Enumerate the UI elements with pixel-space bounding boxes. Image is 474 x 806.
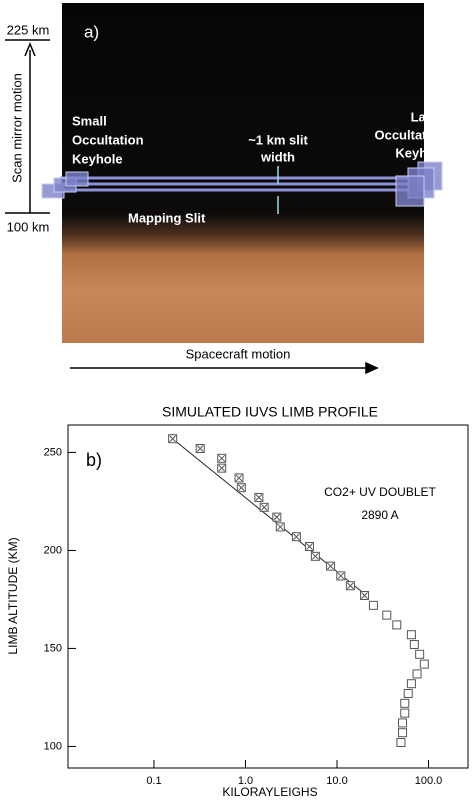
y-tick-label: 250 (44, 446, 62, 458)
point (326, 561, 336, 571)
point (304, 542, 314, 552)
point (345, 581, 355, 591)
point (406, 679, 416, 689)
scan-axis-label: Scan mirror motion (9, 73, 24, 183)
point (415, 649, 425, 659)
y-tick-label: 200 (44, 544, 62, 556)
slits (60, 176, 410, 192)
point (254, 493, 264, 503)
point (419, 659, 429, 669)
point (168, 434, 178, 444)
point (382, 610, 392, 620)
point (217, 453, 227, 463)
scale: 225 km 100 km Scan mirror motion Spacecr… (7, 22, 291, 361)
y-tick-label: 150 (44, 642, 62, 654)
point (398, 728, 408, 738)
x-tick-label: 0.1 (146, 775, 161, 787)
panel-label: a) (84, 22, 99, 41)
point (291, 532, 301, 542)
point (398, 718, 408, 728)
point (360, 591, 370, 601)
scale-lines (5, 39, 379, 375)
point (400, 698, 410, 708)
point (217, 463, 227, 473)
point (412, 669, 422, 679)
small-keyhole-label: Occultation (72, 132, 144, 147)
annotation: CO2+ UV DOUBLET (324, 485, 436, 499)
point (236, 483, 246, 493)
point (234, 473, 244, 483)
bottom-altitude: 100 km (7, 219, 50, 234)
point (368, 600, 378, 610)
point (259, 502, 269, 512)
point (195, 444, 205, 454)
small-keyhole-label: Small (72, 113, 107, 128)
point (406, 630, 416, 640)
point (310, 551, 320, 561)
slit-width-label: ~1 km slit (248, 132, 308, 147)
large-keyhole-label: Occultation (374, 127, 446, 142)
top-altitude: 225 km (7, 22, 50, 37)
point (409, 640, 419, 650)
point (272, 512, 282, 522)
diagram: a) Small Occultation Keyhole ~1 km slit … (5, 3, 446, 375)
mapping-slit-label: Mapping Slit (128, 210, 206, 225)
chart-title: SIMULATED IUVS LIMB PROFILE (162, 404, 378, 420)
panel-label: b) (86, 450, 102, 470)
large-keyhole-shape (395, 161, 443, 207)
small-keyhole-shape (41, 171, 89, 199)
small-keyhole-label: Keyhole (72, 151, 123, 166)
point (396, 738, 406, 748)
large-keyhole-label: Keyhole (395, 145, 446, 160)
plot-frame (67, 424, 469, 769)
x-axis-label: KILORAYLEIGHS (222, 785, 317, 799)
x-tick-label: 1.0 (238, 775, 253, 787)
point (336, 571, 346, 581)
annotation: 2890 A (361, 508, 398, 522)
point (392, 620, 402, 630)
point (275, 522, 285, 532)
labels: a) Small Occultation Keyhole ~1 km slit … (72, 22, 446, 225)
motion-label: Spacecraft motion (186, 346, 291, 361)
large-keyhole-label: Large (411, 109, 446, 124)
x-tick-label: 100.0 (415, 775, 443, 787)
y-axis-label: LIMB ALTITUDE (KM) (6, 537, 20, 654)
x-tick-label: 10.0 (326, 775, 347, 787)
point (400, 708, 410, 718)
point (403, 689, 413, 699)
mars-image (62, 3, 424, 343)
slit-width-label: width (260, 149, 295, 164)
y-tick-label: 100 (44, 740, 62, 752)
